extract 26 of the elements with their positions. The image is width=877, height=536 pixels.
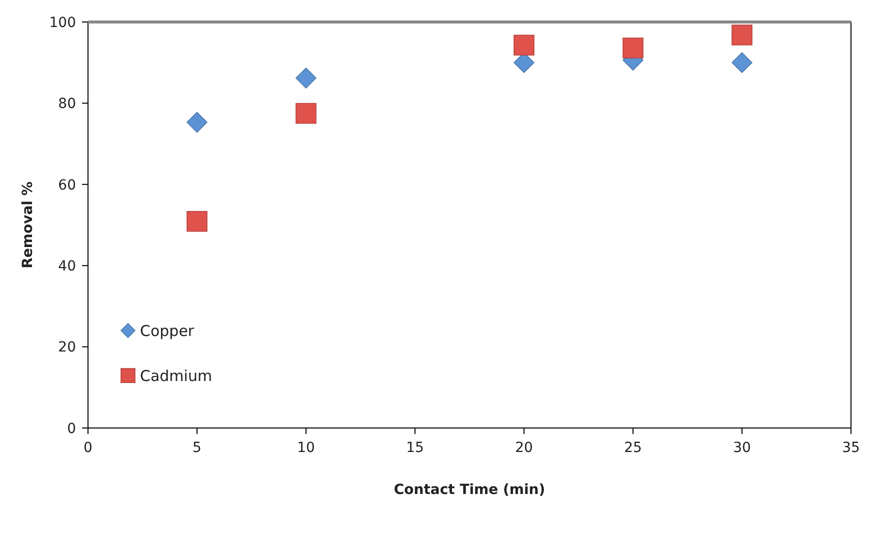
point (296, 102, 316, 124)
x-tick-label: 30 (733, 440, 751, 456)
x-tick-label: 0 (84, 440, 92, 456)
legend-label: Copper (140, 322, 195, 340)
x-tick-label: 35 (842, 440, 860, 456)
y-tick-label: 80 (58, 96, 76, 112)
x-tick-label: 5 (192, 440, 202, 456)
point (186, 210, 208, 232)
y-axis-title: Removal % (20, 182, 36, 268)
point (622, 38, 644, 58)
y-tick-label: 40 (58, 258, 76, 274)
x-axis-title: Contact Time (min) (394, 482, 546, 498)
point (186, 112, 208, 133)
y-tick-label: 60 (58, 177, 76, 194)
y-tick-label: 100 (49, 14, 76, 31)
point (514, 34, 534, 56)
x-tick-label: 25 (624, 440, 642, 456)
y-tick-label: 20 (58, 340, 76, 356)
point (296, 68, 316, 88)
point (732, 52, 752, 73)
x-tick-label: 10 (297, 440, 315, 456)
legend-label: Cadmium (140, 366, 212, 385)
x-tick-label: 20 (515, 440, 533, 456)
point (732, 24, 752, 46)
y-tick-label: 0 (67, 420, 76, 437)
x-tick-label: 15 (406, 440, 424, 456)
